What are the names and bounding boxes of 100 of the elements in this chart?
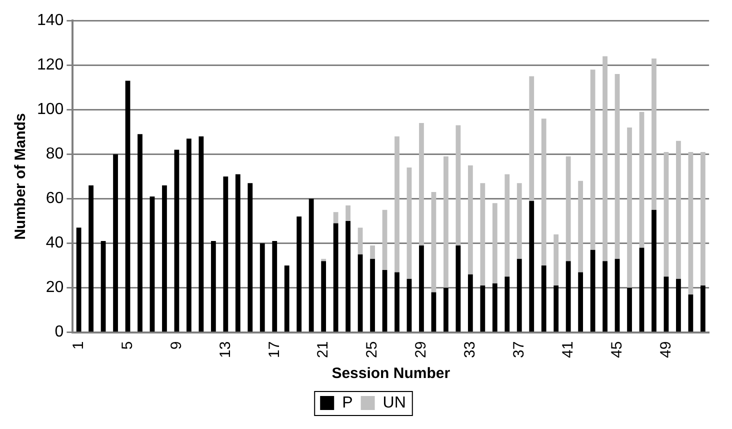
bar [333,223,338,332]
bar [125,80,130,332]
bar [419,123,424,246]
bar [578,180,584,272]
bar [468,165,473,274]
bar [480,183,486,286]
bar [174,150,180,332]
bar [394,136,400,272]
bar [346,205,350,221]
bar [296,216,302,332]
bar [406,168,412,279]
bar [321,258,326,262]
bar [688,294,694,332]
x-tick-label: 1 [70,341,87,350]
x-tick-label: 45 [608,341,626,358]
bar [223,176,228,332]
bar [516,258,522,332]
bar [504,276,510,332]
bar [688,152,694,294]
bar [138,134,142,332]
x-tick-label: 33 [462,341,479,358]
bar [260,243,265,332]
bar [272,241,278,332]
bar [100,241,106,332]
bar [676,278,681,332]
bar [431,192,436,292]
bar [627,288,632,332]
bar [566,156,571,262]
y-tick-label: 0 [54,324,64,341]
bar [382,210,388,270]
x-tick-label: 13 [216,341,234,358]
x-tick-label: 17 [266,341,283,358]
y-tick-label: 140 [36,12,64,30]
bar [480,286,486,332]
x-tick-label: 25 [364,341,381,358]
bar [639,112,644,248]
bar [444,156,448,288]
bar [248,183,253,332]
bar [284,266,290,332]
x-tick-label: 21 [314,341,332,358]
bar [652,58,656,210]
bar [578,272,584,332]
x-tick-label: 41 [559,341,576,358]
bar [394,272,400,332]
x-tick-label: 9 [168,341,185,350]
bar [235,174,240,332]
bar [308,198,314,332]
bar [346,220,350,332]
bar [700,286,706,332]
bar [529,200,534,332]
bar [419,245,424,332]
legend-label: P [342,394,353,412]
bar [468,274,473,332]
bar [370,245,375,259]
bar [566,261,571,332]
bar [186,138,192,332]
bar [664,152,669,277]
bar [541,266,546,332]
bar [333,212,338,224]
y-tick-label: 20 [46,279,64,296]
bar [700,152,706,286]
bar [664,276,669,332]
bar [210,241,216,332]
bar [590,70,596,250]
bar [370,258,375,332]
bar [529,76,534,201]
x-tick-label: 29 [412,341,430,358]
bar [504,174,510,277]
bar [113,154,118,332]
bar [652,210,656,332]
bar [358,254,363,332]
bar [492,283,498,332]
bar [444,288,448,332]
bar [614,258,620,332]
bar [150,196,155,332]
bar [382,270,388,332]
bar [431,292,436,332]
bar [554,234,559,286]
bar [88,185,94,332]
bar [602,56,608,262]
bar [456,245,461,332]
bar [162,185,167,332]
bar [590,250,596,332]
x-tick-label: 49 [657,341,674,358]
bar [602,261,608,332]
bar [198,136,204,332]
y-tick-label: 60 [46,190,64,208]
x-axis-title: Session Number [332,365,450,382]
legend-label: UN [382,394,406,412]
bar [358,228,363,254]
bar [516,183,522,259]
bar [614,74,620,259]
y-tick-label: 120 [36,56,64,74]
bar [492,203,498,284]
y-tick-label: 100 [36,101,64,118]
bar [76,228,82,332]
x-tick-label: 5 [118,341,136,350]
x-tick-label: 37 [510,341,528,358]
bar [541,118,546,266]
bar [639,248,644,332]
